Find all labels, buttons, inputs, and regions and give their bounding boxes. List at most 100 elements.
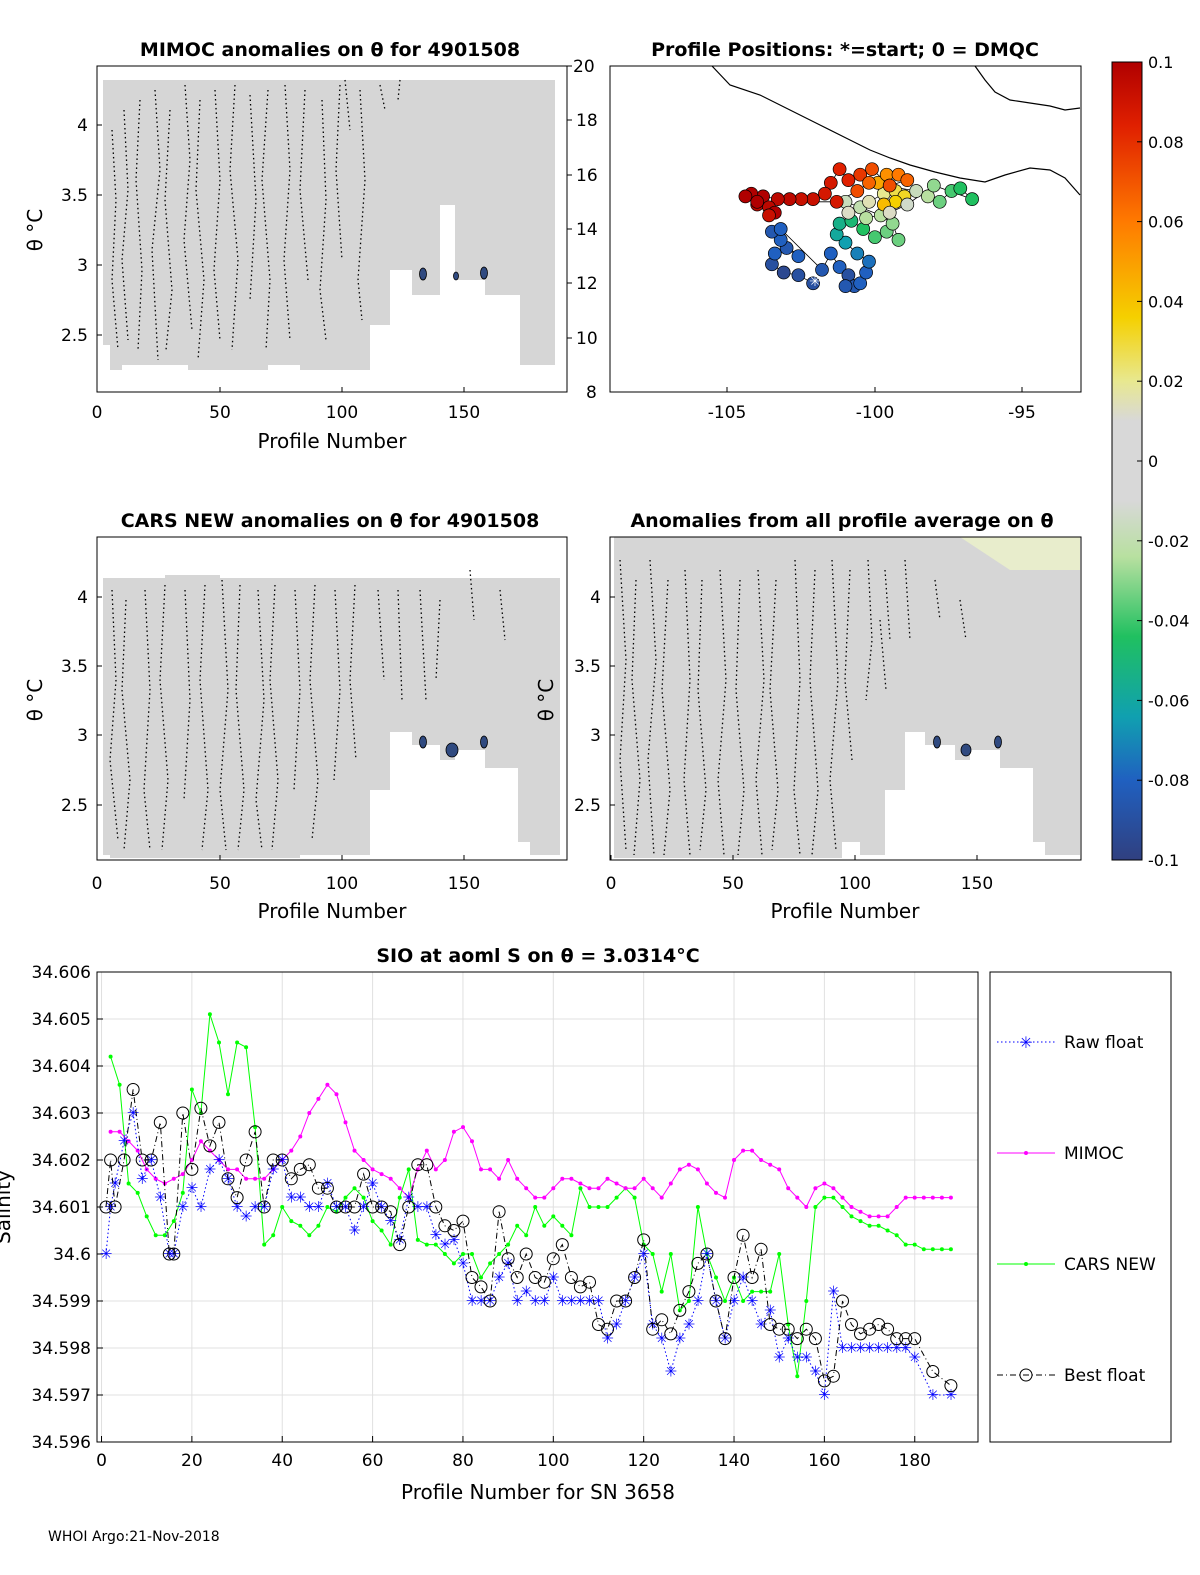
series-line-best-float: [105, 1089, 952, 1386]
cars-y-axis: 4 3.5 3 2.5 θ °C: [23, 588, 102, 816]
data-point-mimoc: [198, 1139, 203, 1144]
data-point-raw-float: ✳: [755, 1316, 768, 1334]
data-point-best-float: [546, 1252, 560, 1266]
data-point-raw-float: ✳: [475, 1292, 488, 1310]
profile-position-dot: [882, 178, 897, 193]
data-point-raw-float: ✳: [628, 1269, 641, 1287]
series-cars-new: [108, 1012, 953, 1379]
profile-position-dot: [791, 249, 806, 264]
data-point-cars-new: [668, 1252, 673, 1256]
data-point-mimoc: [506, 1158, 511, 1162]
data-point-mimoc: [470, 1139, 474, 1144]
data-point-raw-float: ✳: [430, 1226, 443, 1244]
profile-position-dot: [776, 265, 791, 280]
data-point-best-float: [944, 1379, 958, 1393]
allavg-anomaly-blob: [933, 735, 941, 749]
data-point-raw-float: ✳: [746, 1292, 759, 1310]
data-point-cars-new: [262, 1242, 267, 1247]
colorbar-tick-label: 0.06: [1148, 213, 1184, 232]
legend-mimoc-label: MIMOC: [1064, 1144, 1124, 1164]
data-point-best-float: [691, 1256, 705, 1270]
positions-axes-box: [609, 65, 1082, 393]
data-point-raw-float: ✳: [845, 1339, 858, 1357]
data-point-mimoc: [786, 1186, 791, 1191]
data-point-mimoc: [325, 1082, 330, 1087]
data-point-raw-float: ✳: [818, 1386, 831, 1404]
data-point-mimoc: [867, 1214, 872, 1219]
allavg-y-axis: 4 3.5 3 2.5 θ °C: [534, 588, 615, 816]
data-point-best-float: [339, 1200, 352, 1214]
data-point-cars-new: [189, 1087, 194, 1092]
data-point-cars-new: [217, 1040, 221, 1045]
profile-position-dot: [782, 192, 797, 206]
y-tick-label: 34.602: [32, 1151, 91, 1171]
data-point-mimoc: [488, 1167, 493, 1172]
salinity-axes-box: [96, 971, 979, 1443]
cars-ylabel: θ °C: [23, 679, 47, 722]
data-point-cars-new: [849, 1214, 854, 1219]
data-point-raw-float: ✳: [927, 1386, 940, 1404]
data-point-raw-float: ✳: [366, 1175, 379, 1193]
data-point-best-float: [212, 1115, 226, 1129]
allavg-xlabel: Profile Number: [771, 899, 921, 923]
data-point-best-float: [492, 1205, 506, 1219]
profile-position-dot: [841, 173, 856, 187]
profile-position-dot: [838, 235, 853, 250]
data-point-best-float: [619, 1294, 633, 1308]
data-point-best-float: [311, 1181, 325, 1195]
data-point-mimoc: [108, 1129, 113, 1134]
positions-ytick: 18: [576, 111, 598, 131]
data-point-best-float: [135, 1153, 149, 1167]
data-point-mimoc: [921, 1195, 926, 1200]
data-point-best-float: [402, 1200, 416, 1214]
colorbar-tick-label: 0.04: [1148, 292, 1184, 311]
series-line-mimoc: [110, 1083, 951, 1217]
colorbar-tick-label: -0.04: [1148, 612, 1189, 631]
data-point-mimoc: [569, 1176, 574, 1181]
data-point-mimoc: [524, 1186, 529, 1191]
cars-axes-box: [96, 536, 568, 861]
data-point-cars-new: [515, 1223, 520, 1228]
data-point-mimoc: [180, 1172, 185, 1177]
profile-position-dot: [841, 205, 856, 220]
cars-anomaly-blob: [419, 735, 427, 749]
data-point-raw-float: ✳: [945, 1386, 958, 1404]
profile-position-dot: [806, 192, 820, 206]
data-point-mimoc: [334, 1092, 339, 1097]
data-point-mimoc: [804, 1205, 809, 1209]
data-point-best-float: [420, 1158, 434, 1172]
data-point-best-float: [429, 1200, 443, 1214]
data-point-best-float: [302, 1158, 316, 1172]
data-point-best-float: [583, 1275, 596, 1289]
data-point-mimoc: [677, 1167, 682, 1172]
data-point-raw-float: ✳: [511, 1292, 524, 1310]
data-point-cars-new: [650, 1252, 655, 1256]
data-point-cars-new: [560, 1223, 565, 1228]
data-point-cars-new: [930, 1247, 935, 1252]
data-point-best-float: [108, 1200, 122, 1214]
data-point-best-float: [899, 1332, 913, 1346]
data-point-mimoc: [135, 1148, 140, 1153]
data-point-cars-new: [894, 1233, 899, 1238]
data-point-mimoc: [632, 1186, 637, 1191]
data-point-raw-float: ✳: [412, 1198, 425, 1216]
mimoc-ytick: 3.5: [61, 186, 88, 206]
data-point-raw-float: ✳: [637, 1245, 650, 1263]
positions-ytick: 12: [576, 274, 598, 294]
data-point-best-float: [239, 1153, 253, 1167]
data-point-mimoc: [876, 1214, 881, 1219]
x-tick-label: 140: [718, 1451, 750, 1471]
positions-ytick: 10: [576, 329, 598, 349]
colorbar-tick-label: 0: [1148, 452, 1158, 471]
profile-position-dot: [965, 192, 979, 206]
data-point-best-float: [366, 1200, 380, 1214]
salinity-chart: SIO at aoml S on θ = 3.0314°C 0 20 40 60 80 1…: [0, 945, 979, 1504]
colorbar-tick-label: -0.08: [1148, 771, 1189, 790]
data-point-raw-float: ✳: [773, 1348, 786, 1366]
data-point-mimoc: [831, 1186, 836, 1191]
positions-xtick: -95: [1008, 403, 1036, 423]
data-point-cars-new: [614, 1195, 619, 1200]
profile-position-dot: [865, 162, 879, 177]
x-tick-label: 60: [362, 1451, 384, 1471]
data-point-mimoc: [623, 1186, 628, 1191]
